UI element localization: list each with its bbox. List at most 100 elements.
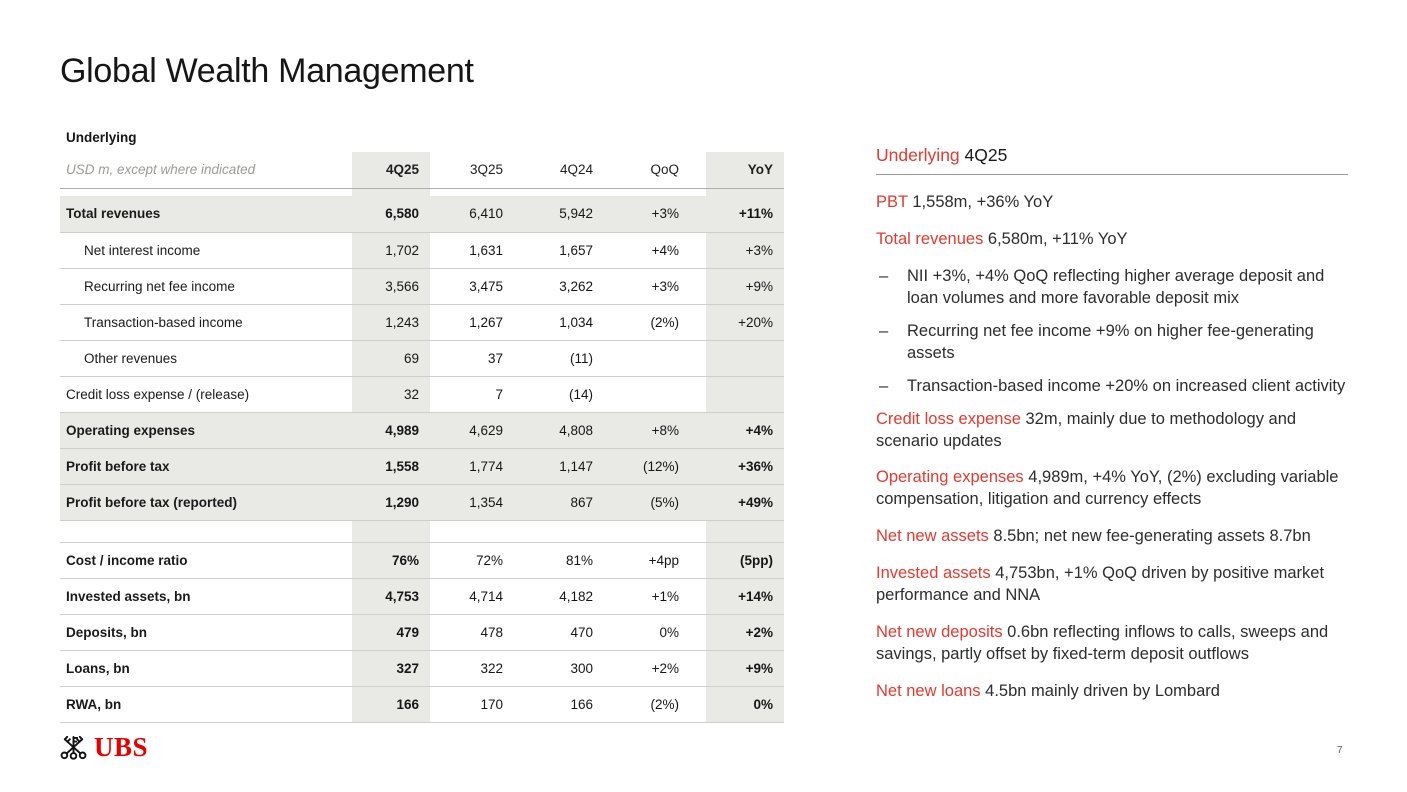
gap-cell bbox=[690, 188, 706, 196]
row-value: 1,147 bbox=[514, 448, 604, 484]
row-value: 1,631 bbox=[469, 242, 503, 258]
row-value bbox=[352, 520, 430, 542]
table-row: Profit before tax 1,558 1,774 1,147 (12%) +36… bbox=[60, 448, 784, 484]
row-label: Operating expenses bbox=[60, 412, 352, 448]
commentary-keyword: Operating expenses bbox=[876, 468, 1024, 487]
row-value: 5,942 bbox=[514, 196, 604, 232]
commentary-keyword: Net new loans bbox=[876, 682, 981, 700]
row-value bbox=[604, 520, 690, 542]
dash-bullet-marker: – bbox=[879, 376, 889, 395]
commentary-text: 1,558m, +36% YoY bbox=[907, 193, 1054, 211]
column-gap-cell bbox=[690, 412, 706, 448]
commentary-panel: Underlying 4Q25 PBT 1,558m, +36% YoY Tota… bbox=[876, 145, 1348, 718]
financials-table: Underlying USD m, except where indicated… bbox=[60, 130, 784, 723]
row-label: Total revenues bbox=[60, 196, 352, 232]
column-header-yoy: YoY bbox=[706, 152, 784, 189]
column-gap-cell bbox=[690, 650, 706, 686]
row-value: +4pp bbox=[648, 552, 679, 568]
table-row: Total revenues 6,580 6,410 5,942 +3% +11% bbox=[60, 196, 784, 232]
row-value bbox=[430, 520, 514, 542]
row-value: +1% bbox=[651, 588, 679, 604]
row-label: Cost / income ratio bbox=[66, 552, 188, 568]
commentary-keyword: Credit loss expense bbox=[876, 409, 1021, 428]
row-label: Transaction-based income bbox=[84, 314, 243, 330]
commentary-keyword: Invested assets bbox=[876, 564, 991, 583]
row-value: 478 bbox=[480, 624, 503, 640]
gap-cell bbox=[430, 188, 514, 196]
column-gap-cell bbox=[690, 304, 706, 340]
column-gap bbox=[690, 152, 706, 189]
page-title: Global Wealth Management bbox=[60, 52, 474, 90]
table-row: Invested assets, bn 4,753 4,714 4,182 +1% +14… bbox=[60, 578, 784, 614]
commentary-item: Net new deposits 0.6bn reflecting inflow… bbox=[876, 622, 1348, 666]
row-label: Loans, bn bbox=[66, 660, 130, 676]
commentary-heading-keyword: Underlying bbox=[876, 145, 960, 165]
gap-cell bbox=[60, 188, 352, 196]
commentary-keyword: Net new deposits bbox=[876, 623, 1003, 642]
row-value: (2%) bbox=[650, 696, 679, 712]
table-spacer-row bbox=[60, 520, 784, 542]
table-row: Transaction-based income 1,243 1,267 1,034 (… bbox=[60, 304, 784, 340]
row-value: (12%) bbox=[604, 448, 690, 484]
column-header-3q25: 3Q25 bbox=[430, 152, 514, 189]
row-value: +3% bbox=[651, 278, 679, 294]
row-value: 4,714 bbox=[469, 588, 503, 604]
table-row: Net interest income 1,702 1,631 1,657 +4% +3% bbox=[60, 232, 784, 268]
commentary-item: Operating expenses 4,989m, +4% YoY, (2%)… bbox=[876, 467, 1348, 511]
row-label: Deposits, bn bbox=[66, 624, 148, 640]
row-value: (11) bbox=[569, 350, 593, 366]
gap-cell bbox=[352, 188, 430, 196]
table-row: Cost / income ratio 76% 72% 81% +4pp (5pp) bbox=[60, 542, 784, 578]
commentary-keyword: Net new assets bbox=[876, 527, 989, 546]
table-header-gap-row bbox=[60, 188, 784, 196]
commentary-keyword: PBT bbox=[876, 193, 908, 211]
row-label: RWA, bn bbox=[66, 696, 122, 712]
row-value: (14) bbox=[568, 386, 593, 402]
row-value: (2%) bbox=[650, 314, 679, 330]
row-value: +4% bbox=[706, 412, 784, 448]
column-gap-cell bbox=[690, 520, 706, 542]
commentary-item: PBT 1,558m, +36% YoY bbox=[876, 192, 1348, 214]
table-section-label: Underlying bbox=[66, 130, 137, 145]
row-value: +3% bbox=[604, 196, 690, 232]
column-header-4q25: 4Q25 bbox=[352, 152, 430, 189]
gap-cell bbox=[706, 188, 784, 196]
commentary-text: 8.5bn; net new fee-generating assets 8.7… bbox=[988, 527, 1311, 546]
dash-bullet-marker: – bbox=[879, 321, 889, 340]
commentary-keyword: Total revenues bbox=[876, 229, 984, 248]
commentary-text: 6,580m, +11% YoY bbox=[983, 229, 1128, 248]
row-value: 4,989 bbox=[352, 412, 430, 448]
row-value: 6,580 bbox=[352, 196, 430, 232]
row-label: Profit before tax (reported) bbox=[60, 484, 352, 520]
row-value: 1,354 bbox=[430, 484, 514, 520]
row-value: 4,753 bbox=[352, 578, 430, 614]
column-gap-cell bbox=[690, 196, 706, 232]
bullet-text: Transaction-based income +20% on increas… bbox=[907, 376, 1346, 395]
column-gap-cell bbox=[690, 686, 706, 722]
row-value bbox=[706, 376, 784, 412]
row-value: +8% bbox=[604, 412, 690, 448]
row-value: +20% bbox=[706, 304, 784, 340]
row-value: 170 bbox=[480, 696, 503, 712]
row-value: 1,267 bbox=[469, 314, 503, 330]
commentary-item: Net new loans 4.5bn mainly driven by Lom… bbox=[876, 681, 1348, 703]
commentary-item: Credit loss expense 32m, mainly due to m… bbox=[876, 409, 1348, 453]
row-value: +3% bbox=[706, 232, 784, 268]
row-value: 1,034 bbox=[559, 314, 593, 330]
row-value: 3,566 bbox=[352, 268, 430, 304]
commentary-item: Invested assets 4,753bn, +1% QoQ driven … bbox=[876, 563, 1348, 607]
row-value: 76% bbox=[352, 542, 430, 578]
row-value bbox=[604, 376, 690, 412]
gap-cell bbox=[604, 188, 690, 196]
row-value: 166 bbox=[352, 686, 430, 722]
row-value: 867 bbox=[514, 484, 604, 520]
column-gap-cell bbox=[690, 578, 706, 614]
ubs-three-keys-icon bbox=[60, 735, 87, 760]
row-value: 6,410 bbox=[430, 196, 514, 232]
row-value: 479 bbox=[352, 614, 430, 650]
row-value: 32 bbox=[352, 376, 430, 412]
table-unit-note: USD m, except where indicated bbox=[60, 152, 352, 189]
commentary-text: 4.5bn mainly driven by Lombard bbox=[980, 682, 1220, 700]
table-row: Operating expenses 4,989 4,629 4,808 +8% +4% bbox=[60, 412, 784, 448]
